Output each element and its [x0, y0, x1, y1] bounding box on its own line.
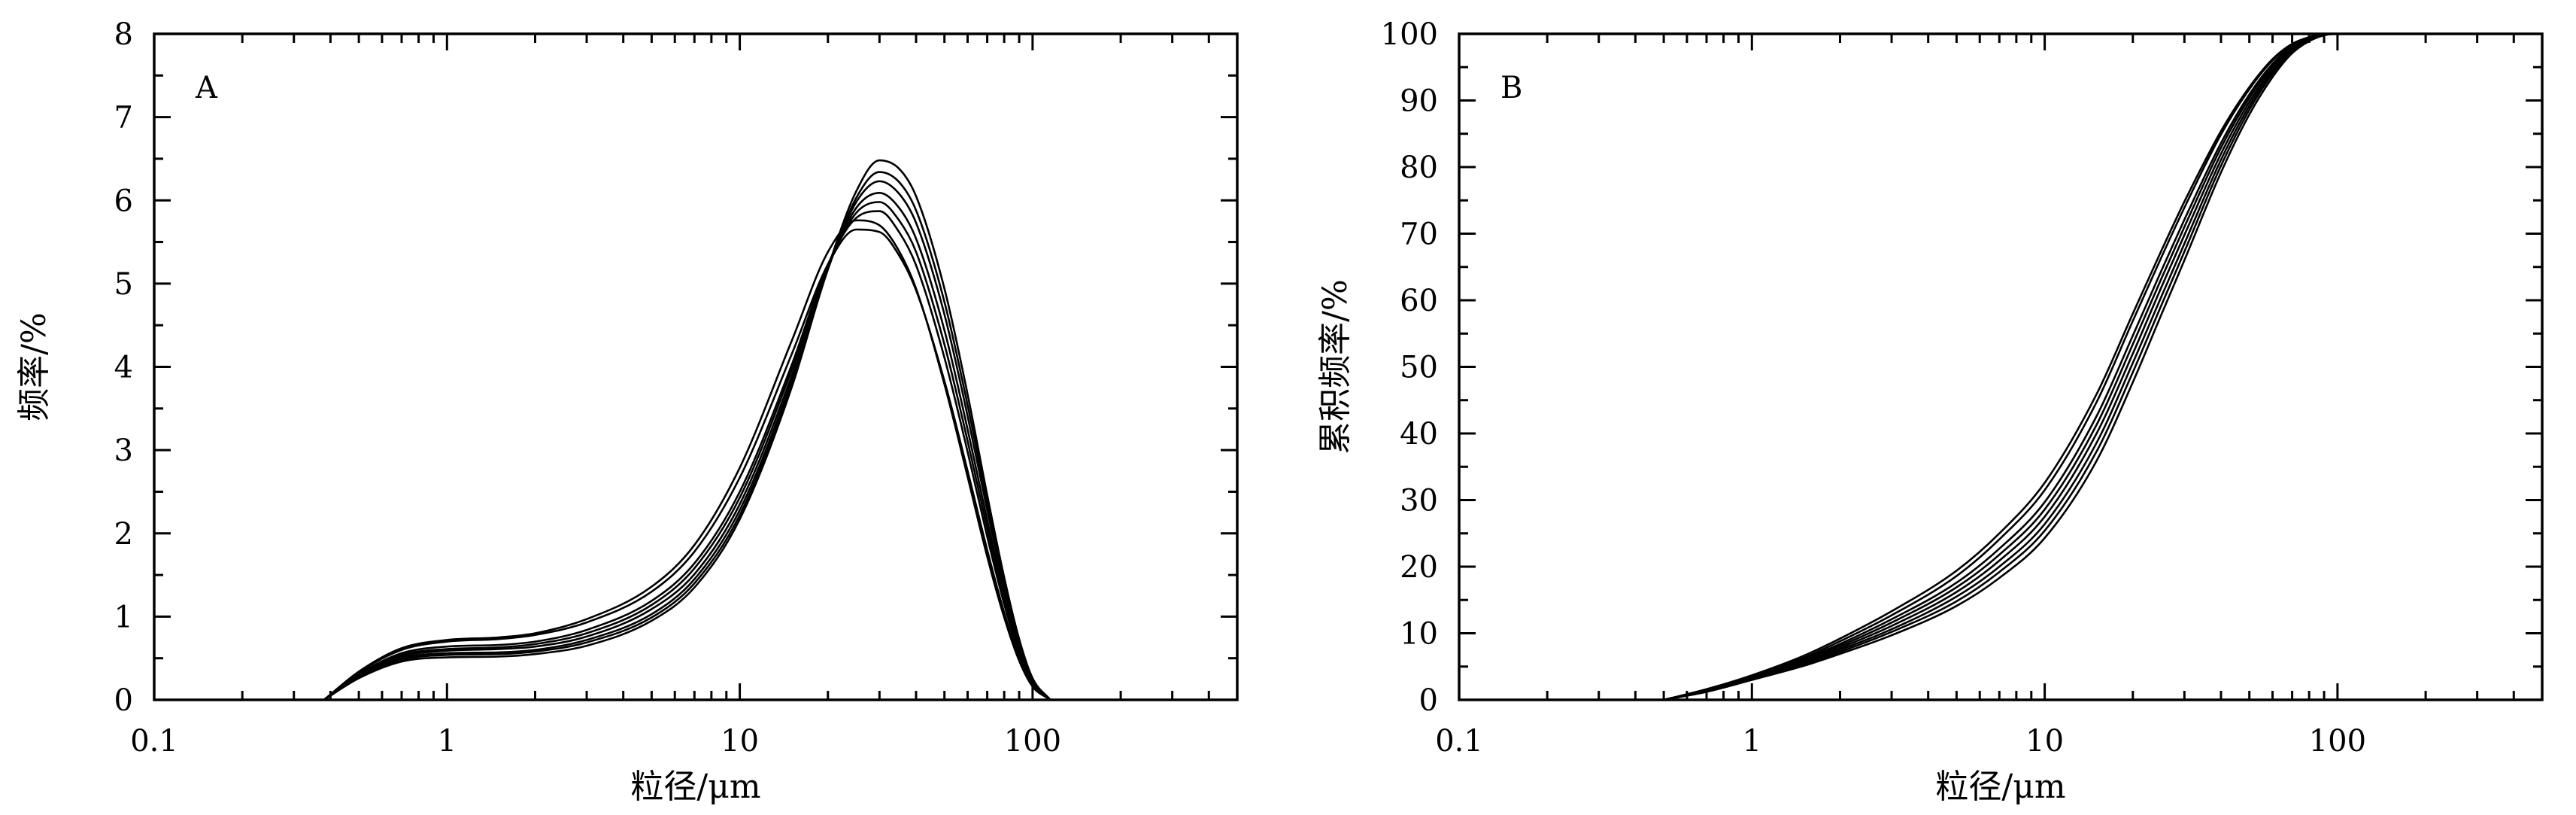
panel-b-y-tick-label: 70: [1400, 217, 1438, 252]
panel-a-y-axis-label: 频率/%: [15, 312, 53, 421]
panel-a-y-tick-label: 0: [114, 683, 133, 718]
panel-a-y-tick-label: 7: [114, 101, 133, 135]
panel-a-plot-frame: [153, 32, 1239, 701]
panel-b-x-tick-label: 10: [2025, 724, 2064, 759]
panel-b-series-line-4: [1663, 32, 2361, 701]
panel-b-series-line-1: [1663, 32, 2361, 701]
panel-b-x-tick-label: 1: [1743, 724, 1761, 759]
panel-a-x-tick-label: 10: [721, 724, 759, 759]
panel-b-plot-frame: [1458, 32, 2544, 701]
panel-a-x-tick-label: 0.1: [130, 724, 178, 759]
panel-a-y-tick-label: 4: [114, 351, 133, 385]
chart-panel-b: 0.1 1 10 100 0 10 20 30 40 50 60 70 80 90 100 粒径/μm 累积频率…: [1316, 17, 2544, 806]
panel-b-series-line-7: [1663, 32, 2361, 701]
panel-b-series-line-6: [1663, 32, 2361, 701]
panel-b-y-tick-label: 90: [1400, 84, 1438, 119]
panel-a-x-axis-label: 粒径/μm: [630, 768, 760, 806]
panel-b-y-tick-label: 50: [1400, 351, 1438, 385]
panel-a-series-line-6: [323, 180, 1051, 701]
panel-b-x-axis-label: 粒径/μm: [1935, 768, 2065, 806]
panel-a-series-line-3: [323, 210, 1051, 701]
panel-a-x-tick-label: 100: [1004, 724, 1061, 759]
panel-b-y-tick-label: 80: [1400, 151, 1438, 185]
panel-b-y-tick-label: 40: [1400, 417, 1438, 452]
panel-a-y-tick-label: 3: [114, 433, 133, 468]
panel-a-panel-label: A: [195, 71, 218, 105]
panel-b-series-line-8: [1663, 32, 2361, 701]
panel-b-y-tick-label: 30: [1400, 484, 1438, 518]
panel-a-y-tick-label: 1: [114, 600, 133, 634]
panel-a-series-line-5: [323, 192, 1051, 701]
panel-b-x-tick-label: 100: [2309, 724, 2366, 759]
panel-b-x-tick-label: 0.1: [1435, 724, 1483, 759]
panel-b-series-line-5: [1663, 32, 2361, 701]
panel-a-series-line-8: [323, 159, 1051, 701]
panel-b-y-tick-label: 100: [1381, 17, 1438, 52]
panel-b-y-tick-label: 60: [1400, 284, 1438, 318]
panel-b-series-line-2: [1663, 32, 2361, 701]
panel-b-panel-label: B: [1500, 71, 1522, 105]
panel-b-y-tick-label: 20: [1400, 550, 1438, 585]
panel-a-series-line-7: [323, 171, 1051, 701]
panel-a-y-tick-label: 5: [114, 267, 133, 302]
chart-panel-a: 0.1 1 10 100 0 1 2 3 4 5 6 7 8 粒径/μm 频率/% A: [15, 17, 1239, 806]
panel-a-y-tick-label: 2: [114, 517, 133, 552]
panel-a-y-tick-label: 8: [114, 17, 133, 52]
panel-a-series-line-1: [323, 219, 1051, 701]
panel-b-y-tick-label: 0: [1419, 683, 1438, 718]
panel-b-y-tick-label: 10: [1400, 617, 1438, 652]
panel-b-y-axis-label: 累积频率/%: [1316, 279, 1355, 455]
panel-a-y-tick-label: 6: [114, 184, 133, 218]
panel-a-x-tick-label: 1: [438, 724, 457, 759]
panel-b-series-line-3: [1663, 32, 2361, 701]
